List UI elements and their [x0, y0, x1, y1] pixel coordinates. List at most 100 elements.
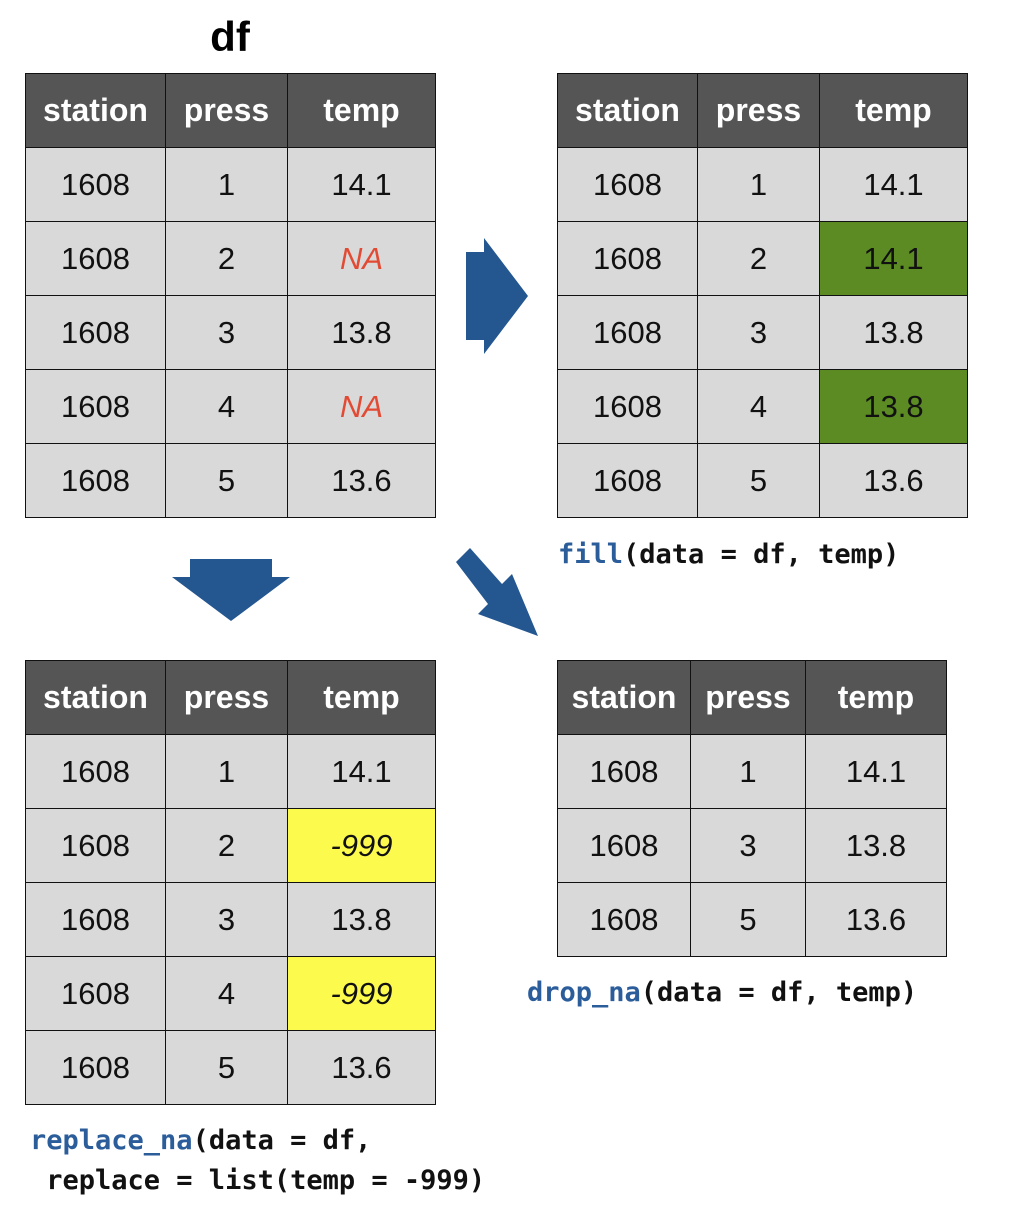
table-row: 1608 5 13.6 — [557, 882, 947, 957]
header-temp: temp — [805, 660, 947, 735]
header-row: station press temp — [25, 660, 436, 735]
header-station: station — [25, 73, 166, 148]
cell-station: 1608 — [25, 443, 166, 518]
table-row: 1608 3 13.8 — [557, 808, 947, 883]
cell-station: 1608 — [557, 369, 698, 444]
cell-station: 1608 — [25, 808, 166, 883]
table-row: 1608 3 13.8 — [557, 295, 968, 370]
fill-function-args: (data = df, temp) — [623, 539, 900, 570]
replace-na-function-name: replace_na — [30, 1125, 193, 1156]
fill-function-name: fill — [558, 539, 624, 570]
cell-press: 2 — [165, 221, 288, 296]
arrow-right-icon — [466, 238, 528, 354]
cell-station: 1608 — [557, 295, 698, 370]
cell-press: 5 — [690, 882, 806, 957]
cell-station: 1608 — [25, 734, 166, 809]
drop-na-function-name: drop_na — [527, 977, 641, 1008]
header-row: station press temp — [557, 660, 947, 735]
dropped-table: station press temp 1608 1 14.1 1608 3 13… — [557, 660, 947, 957]
replace-na-line-1: replace_na(data = df, — [30, 1121, 485, 1161]
header-press: press — [165, 660, 288, 735]
filled-table: station press temp 1608 1 14.1 1608 2 14… — [557, 73, 968, 518]
cell-press: 3 — [690, 808, 806, 883]
table-row: 1608 5 13.6 — [25, 1030, 436, 1105]
replace-na-line-2: replace = list(temp = -999) — [30, 1165, 486, 1196]
table-row: 1608 3 13.8 — [25, 882, 436, 957]
cell-temp: 13.8 — [805, 808, 947, 883]
table-row: 1608 2 -999 — [25, 808, 436, 883]
cell-temp: 14.1 — [805, 734, 947, 809]
cell-press: 5 — [165, 443, 288, 518]
cell-press: 4 — [165, 956, 288, 1031]
cell-temp: 14.1 — [819, 147, 968, 222]
drop-na-code: drop_na(data = df, temp) — [527, 973, 917, 1013]
cell-station: 1608 — [25, 1030, 166, 1105]
cell-press: 3 — [165, 882, 288, 957]
cell-station: 1608 — [25, 147, 166, 222]
table-row: 1608 4 13.8 — [557, 369, 968, 444]
arrow-down-icon — [172, 559, 290, 621]
replace-na-code: replace_na(data = df, replace = list(tem… — [30, 1121, 485, 1201]
table-row: 1608 2 14.1 — [557, 221, 968, 296]
header-temp: temp — [819, 73, 968, 148]
cell-press: 1 — [697, 147, 820, 222]
replace-na-function-args: (data = df, — [192, 1125, 372, 1156]
table-row: 1608 1 14.1 — [557, 734, 947, 809]
cell-station: 1608 — [557, 221, 698, 296]
cell-press: 3 — [697, 295, 820, 370]
cell-temp-replaced: -999 — [287, 956, 436, 1031]
header-temp: temp — [287, 73, 436, 148]
table-row: 1608 4 -999 — [25, 956, 436, 1031]
replaced-table: station press temp 1608 1 14.1 1608 2 -9… — [25, 660, 436, 1105]
cell-press: 1 — [165, 734, 288, 809]
cell-press: 2 — [697, 221, 820, 296]
cell-temp: 13.6 — [805, 882, 947, 957]
cell-temp: 13.8 — [287, 882, 436, 957]
cell-temp-filled: 13.8 — [819, 369, 968, 444]
cell-press: 3 — [165, 295, 288, 370]
cell-station: 1608 — [557, 734, 691, 809]
cell-station: 1608 — [25, 369, 166, 444]
header-row: station press temp — [25, 73, 436, 148]
cell-station: 1608 — [25, 882, 166, 957]
cell-temp-na: NA — [287, 369, 436, 444]
header-station: station — [557, 660, 691, 735]
table-row: 1608 5 13.6 — [25, 443, 436, 518]
cell-temp: 13.8 — [287, 295, 436, 370]
drop-na-function-args: (data = df, temp) — [640, 977, 918, 1008]
cell-press: 5 — [697, 443, 820, 518]
table-row: 1608 1 14.1 — [557, 147, 968, 222]
cell-temp-filled: 14.1 — [819, 221, 968, 296]
cell-press: 5 — [165, 1030, 288, 1105]
cell-station: 1608 — [557, 147, 698, 222]
cell-press: 1 — [165, 147, 288, 222]
cell-temp-replaced: -999 — [287, 808, 436, 883]
header-row: station press temp — [557, 73, 968, 148]
fill-code: fill(data = df, temp) — [558, 535, 899, 575]
table-row: 1608 2 NA — [25, 221, 436, 296]
df-title: df — [210, 13, 250, 60]
cell-press: 1 — [690, 734, 806, 809]
cell-station: 1608 — [25, 221, 166, 296]
cell-temp-na: NA — [287, 221, 436, 296]
cell-station: 1608 — [557, 443, 698, 518]
table-row: 1608 4 NA — [25, 369, 436, 444]
header-press: press — [165, 73, 288, 148]
cell-temp: 13.6 — [287, 1030, 436, 1105]
cell-temp: 13.6 — [819, 443, 968, 518]
cell-press: 4 — [697, 369, 820, 444]
original-table: station press temp 1608 1 14.1 1608 2 NA… — [25, 73, 436, 518]
header-press: press — [697, 73, 820, 148]
header-station: station — [557, 73, 698, 148]
cell-station: 1608 — [557, 882, 691, 957]
cell-station: 1608 — [25, 295, 166, 370]
table-row: 1608 5 13.6 — [557, 443, 968, 518]
cell-temp: 14.1 — [287, 147, 436, 222]
header-temp: temp — [287, 660, 436, 735]
table-row: 1608 1 14.1 — [25, 734, 436, 809]
header-station: station — [25, 660, 166, 735]
arrow-diagonal-icon — [456, 548, 538, 636]
cell-press: 4 — [165, 369, 288, 444]
cell-station: 1608 — [557, 808, 691, 883]
cell-temp: 14.1 — [287, 734, 436, 809]
